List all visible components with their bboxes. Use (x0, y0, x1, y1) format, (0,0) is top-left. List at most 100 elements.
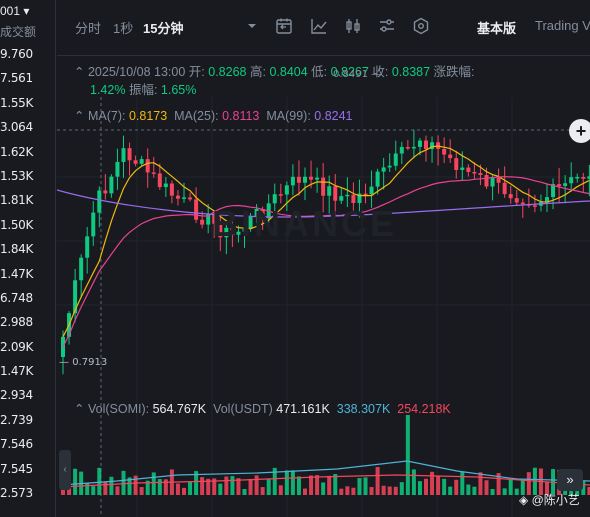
candle-body (551, 184, 556, 198)
left-panel-row[interactable]: 2.573 (0, 486, 33, 501)
high-marker: 0.8491 — (333, 69, 382, 80)
volume-bar (514, 488, 519, 495)
left-panel-row[interactable]: 9.760 (0, 47, 33, 61)
volume-bar (339, 488, 344, 495)
interval-tab-1s[interactable]: 1秒 (113, 21, 134, 36)
left-panel-row[interactable]: 1.47K (0, 266, 34, 281)
settings-icon[interactable] (378, 17, 396, 35)
collapse-icon[interactable]: ⌃ (74, 65, 85, 79)
candle-body (139, 159, 144, 164)
vol-somi-label: Vol(SOMI): (87, 402, 150, 416)
candle-body (442, 148, 447, 155)
volume-bar (133, 475, 138, 495)
candle-body (490, 177, 495, 187)
high-value: 0.8404 (269, 65, 308, 79)
basic-version-tab[interactable]: 基本版 (477, 21, 517, 36)
line-chart-icon[interactable] (310, 17, 328, 35)
close-label: 收: (372, 65, 389, 79)
volume-row: ⌃ Vol(SOMI): 564.767K Vol(USDT) 471.161K… (74, 401, 451, 416)
author-tag: ◈ @陈小艺 (519, 491, 580, 508)
volume-bar (248, 478, 253, 495)
candle-body (545, 197, 549, 203)
candle-body (393, 153, 398, 166)
volume-bar (266, 479, 271, 495)
scroll-left-button[interactable]: ‹ (59, 450, 71, 490)
candle-body (91, 212, 96, 237)
interval-tab-time[interactable]: 分时 (75, 21, 102, 36)
left-panel-row[interactable]: 2.934 (0, 388, 33, 403)
vol-ma-blue-value: 338.307K (336, 402, 391, 416)
candle-type-icon[interactable] (344, 17, 362, 35)
left-panel-symbol: 001 (0, 4, 21, 18)
ma99-value: 0.8241 (314, 109, 353, 123)
tradingview-tab[interactable]: Trading V (535, 18, 590, 33)
ma99-line (57, 189, 590, 218)
candle-body (581, 176, 586, 179)
left-panel-row[interactable]: 1.53K (0, 168, 34, 183)
candle-body (218, 223, 223, 238)
volume-bar (442, 478, 447, 495)
candle-body (157, 173, 162, 188)
collapse-ma-icon[interactable]: ⌃ (74, 109, 85, 123)
left-panel-header[interactable]: 001 ▾ (0, 0, 55, 22)
volume-bar (115, 486, 120, 495)
left-panel-row[interactable]: 7.545 (0, 461, 33, 476)
candle-body (303, 176, 307, 183)
interval-tab-15m[interactable]: 15分钟 (143, 21, 184, 36)
dropdown-icon[interactable] (243, 17, 261, 35)
candle-body (230, 227, 235, 235)
volume-bar (448, 486, 453, 495)
candle-body (460, 167, 465, 170)
left-panel-row[interactable]: 7.546 (0, 437, 33, 452)
candle-body (309, 176, 314, 180)
left-panel-row[interactable]: 1.55K (0, 95, 34, 110)
candlestick-chart[interactable]: ⌃ 2025/10/08 13:00 开: 0.8268 高: 0.8404 低… (57, 57, 590, 517)
left-panel-row[interactable]: 1.81K (0, 193, 34, 208)
scroll-right-button[interactable]: » (557, 469, 583, 491)
candle-body (411, 146, 416, 149)
candle-body (387, 165, 392, 168)
ma25-value: 0.8113 (222, 109, 260, 123)
left-panel-row[interactable]: 1.50K (0, 217, 34, 232)
left-panel-row[interactable]: 1.84K (0, 242, 34, 257)
hexagon-icon[interactable] (412, 17, 430, 35)
candle-body (557, 184, 562, 187)
low-value: 0.8267 (330, 65, 369, 79)
volume-bar (200, 477, 205, 495)
ma99-label: MA(99): (266, 109, 311, 123)
low-label: 低: (311, 65, 328, 79)
candle-body (496, 177, 501, 183)
left-panel-row[interactable]: 2.988 (0, 315, 33, 330)
candle-body (248, 216, 253, 229)
volume-bar (206, 478, 211, 495)
collapse-vol-icon[interactable]: ⌃ (74, 402, 85, 416)
left-panel-row[interactable]: 7.561 (0, 71, 33, 86)
volume-bar (103, 481, 108, 495)
left-panel-row[interactable]: 3.064 (0, 120, 33, 135)
candle-body (520, 202, 525, 205)
candle-body (381, 167, 386, 172)
left-panel-subheader: 成交额 (0, 25, 37, 39)
volume-bar (175, 483, 180, 495)
indicator-icon[interactable] (275, 17, 293, 35)
candle-body (296, 176, 301, 183)
volume-bar (296, 476, 301, 495)
left-panel-row[interactable]: 2.739 (0, 412, 33, 427)
candle-body (363, 193, 368, 196)
left-panel-row[interactable]: 6.748 (0, 290, 33, 305)
volume-bar (581, 481, 586, 495)
left-panel-row[interactable]: 1.62K (0, 144, 34, 159)
candle-body (278, 194, 283, 196)
candle-body (79, 257, 84, 281)
volume-bar (496, 473, 501, 495)
left-panel-row[interactable]: 1.47K (0, 364, 34, 379)
volume-bar (315, 475, 320, 495)
volume-bar (260, 487, 265, 495)
volume-bar (290, 470, 295, 495)
chart-canvas[interactable] (57, 57, 590, 517)
low-marker-value: 0.7913 (72, 357, 108, 368)
left-panel-row[interactable]: 2.09K (0, 339, 34, 354)
ohlc-row-2: 1.42% 振幅: 1.65% (90, 79, 196, 98)
volume-bar (236, 478, 241, 495)
add-alert-button[interactable]: + (569, 119, 590, 143)
